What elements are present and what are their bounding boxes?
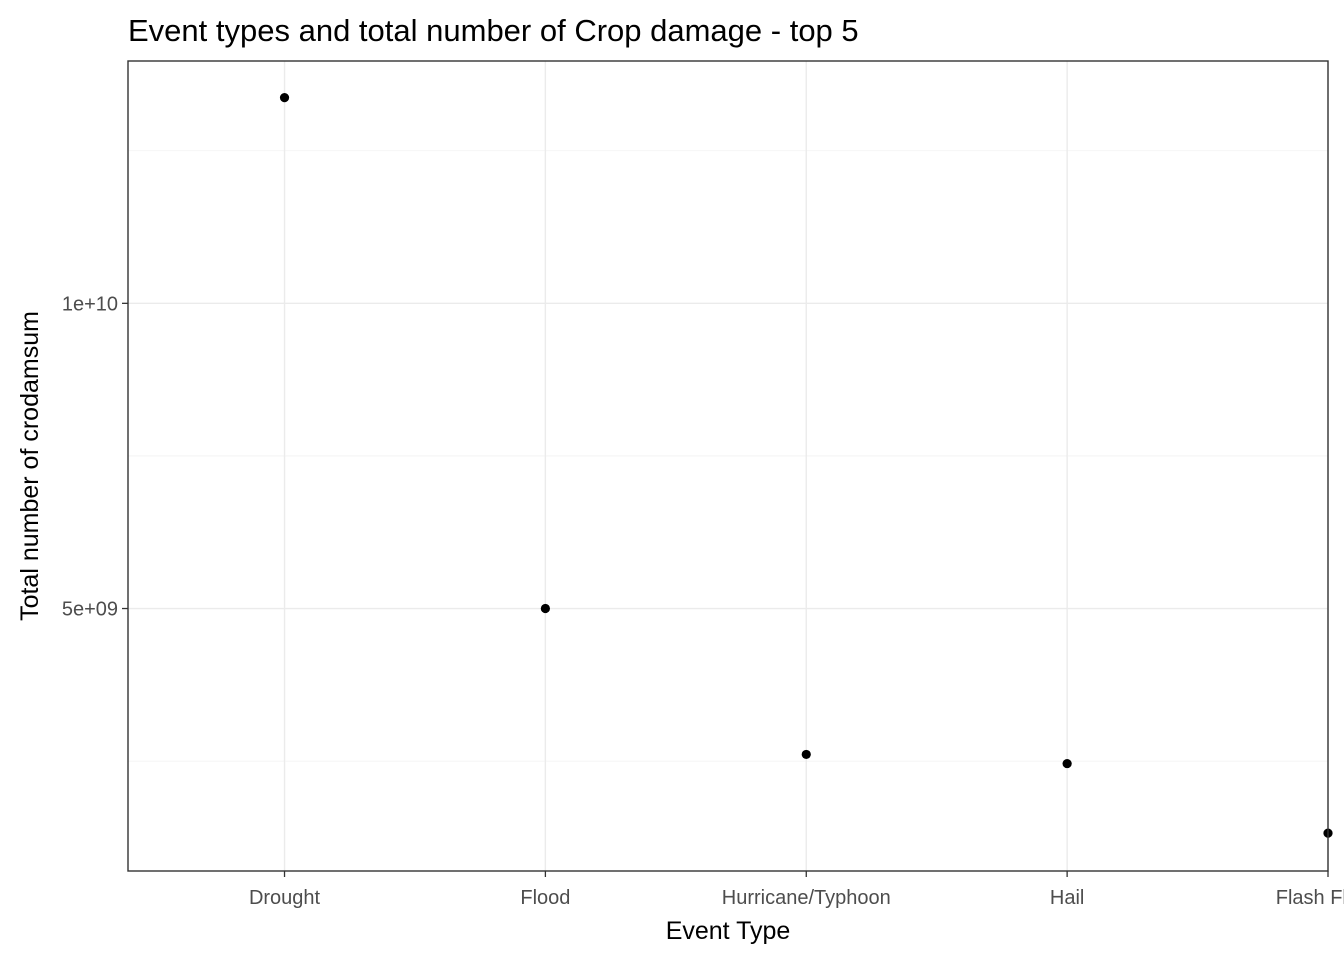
x-tick-label: Hail [1050,887,1084,909]
data-point [540,603,550,614]
x-axis-title: Event Type [666,917,791,945]
chart-title: Event types and total number of Crop dam… [128,13,859,48]
x-axis-tick-labels: Drought Flood Hurricane/Typhoon Hail Flash F… [249,887,1344,909]
panel-border [127,60,1329,872]
data-points [279,93,1333,838]
x-tick-label: Drought [249,887,321,909]
data-point [801,749,811,760]
axis-ticks [122,302,1329,877]
y-axis-tick-labels: 5e+09 1e+10 [62,293,118,620]
data-point [1062,758,1072,769]
x-tick-label: Flash Flood [1276,887,1344,909]
grid-lines [128,61,1329,871]
x-tick-label: Flood [520,887,570,909]
data-point [279,93,290,103]
y-axis-title: Total number of crodamsum [16,311,44,621]
y-tick-label: 5e+09 [62,599,118,621]
y-tick-label: 1e+10 [62,293,118,315]
x-tick-label: Hurricane/Typhoon [722,887,891,909]
